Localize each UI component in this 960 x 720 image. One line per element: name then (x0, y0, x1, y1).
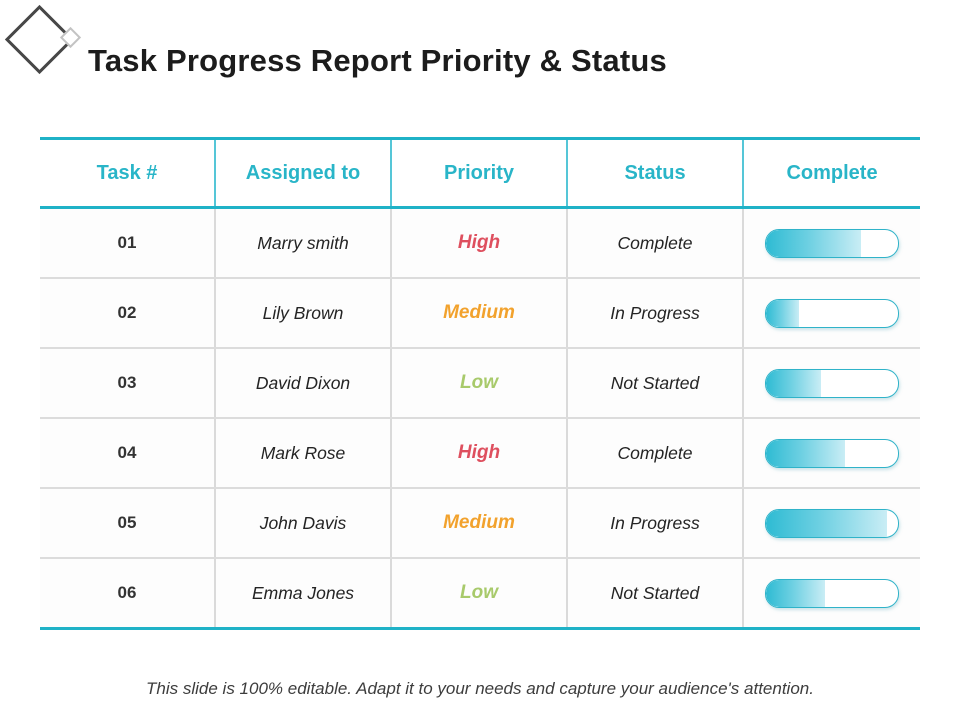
status-label: Complete (617, 442, 693, 463)
progress-bar (765, 438, 899, 468)
progress-bar (765, 368, 899, 398)
status-label: Not Started (610, 372, 700, 393)
progress-fill (766, 509, 888, 537)
priority-label: Low (460, 372, 498, 393)
status-label: In Progress (610, 302, 700, 323)
progress-fill (766, 439, 846, 467)
column-header: Status (568, 140, 744, 206)
table-row: 05 John Davis Medium In Progress (40, 489, 920, 559)
task-number: 03 (117, 373, 137, 392)
assignee-name: Marry smith (257, 232, 349, 253)
priority-label: High (457, 232, 501, 253)
table-body: 01 Marry smith High Complete 02 Lily Bro… (40, 209, 920, 630)
assignee-name: Emma Jones (251, 582, 355, 603)
priority-label: Low (460, 582, 498, 603)
task-number: 04 (117, 443, 137, 462)
column-header: Task # (40, 140, 216, 206)
table-row: 02 Lily Brown Medium In Progress (40, 279, 920, 349)
table-header-row: Task # Assigned to Priority Status Compl… (40, 137, 920, 209)
table-row: 04 Mark Rose High Complete (40, 419, 920, 489)
status-label: Not Started (610, 582, 700, 603)
task-number: 02 (117, 303, 137, 322)
progress-fill (766, 299, 799, 327)
column-header: Complete (786, 161, 878, 184)
task-number: 06 (117, 583, 137, 602)
task-table: Task # Assigned to Priority Status Compl… (40, 137, 920, 630)
column-header: Priority (392, 140, 568, 206)
task-number: 01 (117, 233, 137, 252)
assignee-name: Lily Brown (262, 302, 344, 323)
progress-bar (765, 578, 899, 608)
table-row: 03 David Dixon Low Not Started (40, 349, 920, 419)
progress-bar (765, 228, 899, 258)
task-number: 05 (117, 513, 137, 532)
progress-bar (765, 508, 899, 538)
priority-label: High (457, 442, 501, 463)
slide-logo (0, 0, 90, 90)
column-header: Assigned to (216, 140, 392, 206)
assignee-name: John Davis (259, 512, 347, 533)
status-label: In Progress (610, 512, 700, 533)
table-row: 06 Emma Jones Low Not Started (40, 559, 920, 630)
assignee-name: David Dixon (255, 372, 351, 393)
priority-label: Medium (443, 512, 515, 533)
status-label: Complete (617, 232, 693, 253)
footer-note: This slide is 100% editable. Adapt it to… (146, 679, 814, 698)
page-title: Task Progress Report Priority & Status (88, 42, 667, 78)
progress-fill (766, 229, 862, 257)
progress-bar (765, 298, 899, 328)
priority-label: Medium (443, 302, 515, 323)
table-row: 01 Marry smith High Complete (40, 209, 920, 279)
assignee-name: Mark Rose (260, 442, 346, 463)
progress-fill (766, 369, 822, 397)
progress-fill (766, 579, 826, 607)
